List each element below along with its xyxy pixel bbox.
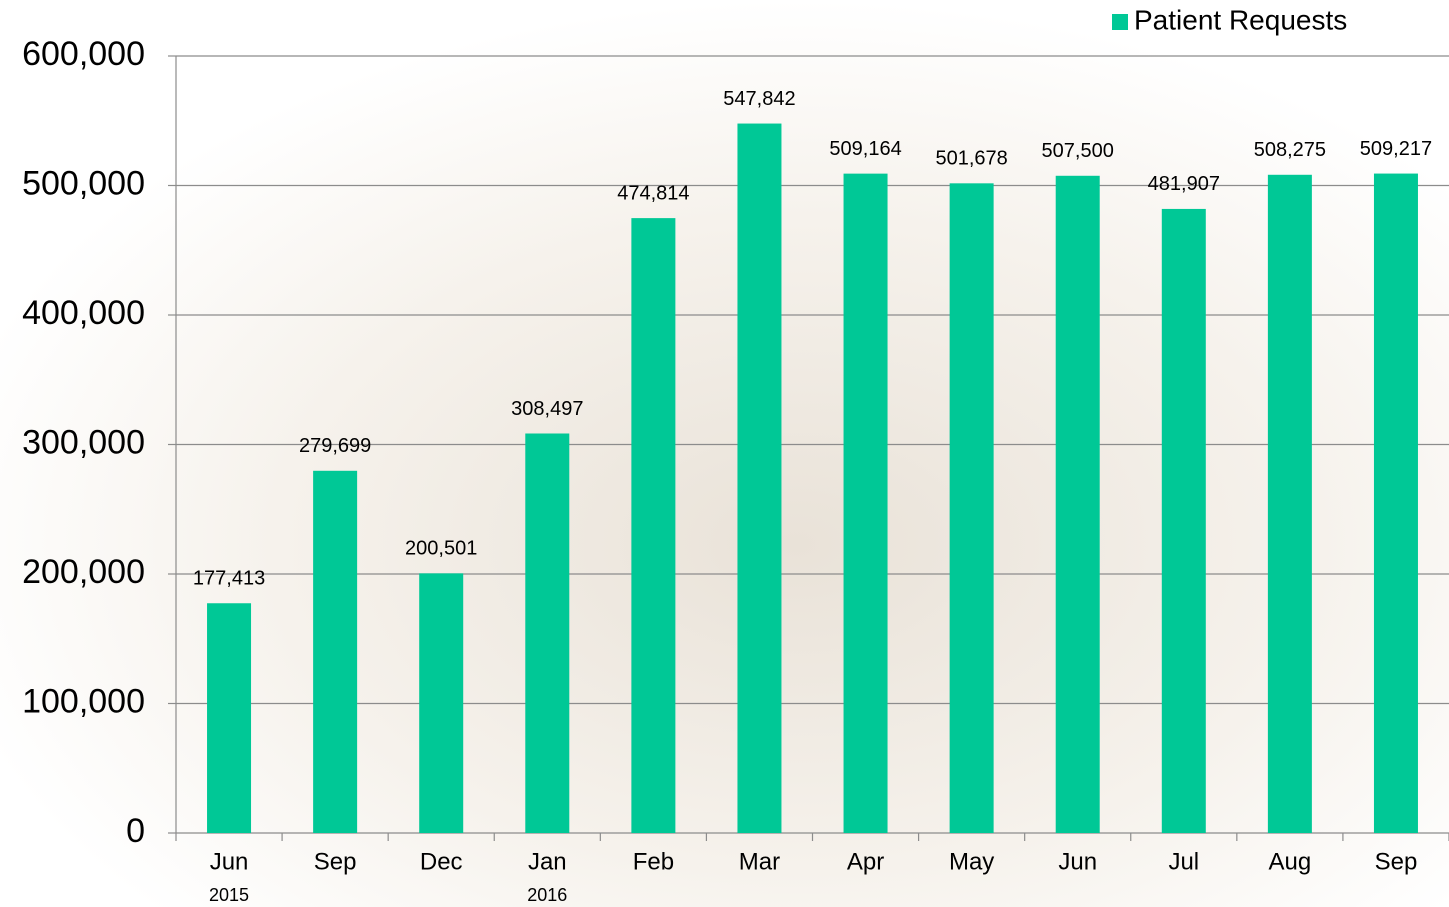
data-label: 509,164 bbox=[829, 138, 901, 160]
chart: 0 100,000 200,000 300,000 400,000 500,000 600,… bbox=[0, 0, 1449, 907]
data-label: 200,501 bbox=[405, 538, 477, 560]
data-label: 547,842 bbox=[723, 88, 795, 110]
data-label: 507,500 bbox=[1042, 140, 1114, 162]
bar bbox=[844, 174, 888, 833]
x-tick-label: Mar bbox=[739, 848, 780, 875]
y-tick-label: 600,000 bbox=[22, 35, 145, 73]
x-tick-label: Jun bbox=[1058, 848, 1097, 875]
bar bbox=[631, 218, 675, 833]
x-year-label: 2016 bbox=[527, 885, 567, 905]
data-label: 508,275 bbox=[1254, 139, 1326, 161]
legend-swatch bbox=[1112, 14, 1128, 30]
x-tick-label: Jul bbox=[1168, 848, 1199, 875]
bar bbox=[1268, 175, 1312, 833]
x-tick-label: May bbox=[949, 848, 994, 875]
data-label: 177,413 bbox=[193, 568, 265, 590]
y-tick-label: 400,000 bbox=[22, 294, 145, 332]
bar bbox=[1162, 209, 1206, 833]
y-tick-label: 300,000 bbox=[22, 423, 145, 461]
x-tick-label: Feb bbox=[633, 848, 674, 875]
bar bbox=[419, 573, 463, 833]
x-tick-label: Dec bbox=[420, 848, 463, 875]
x-tick-label: Jan bbox=[528, 848, 567, 875]
y-tick-label: 200,000 bbox=[22, 553, 145, 591]
x-tick-label: Sep bbox=[1375, 848, 1418, 875]
data-label: 501,678 bbox=[935, 148, 1007, 170]
bar bbox=[950, 183, 994, 833]
y-tick-label: 100,000 bbox=[22, 682, 145, 720]
y-tick-label: 0 bbox=[126, 812, 145, 850]
x-tick-label: Aug bbox=[1269, 848, 1312, 875]
data-label: 481,907 bbox=[1148, 173, 1220, 195]
bar bbox=[1374, 174, 1418, 833]
bar bbox=[1056, 176, 1100, 833]
legend-label: Patient Requests bbox=[1134, 4, 1347, 35]
bar bbox=[207, 603, 251, 833]
x-tick-label: Apr bbox=[847, 848, 884, 875]
x-tick-label: Jun bbox=[210, 848, 249, 875]
y-tick-label: 500,000 bbox=[22, 164, 145, 202]
bar bbox=[525, 433, 569, 833]
data-label: 308,497 bbox=[511, 398, 583, 420]
bar bbox=[737, 124, 781, 833]
page: {"chart_data": { "type": "bar", "categor… bbox=[0, 0, 1449, 907]
x-tick-label: Sep bbox=[314, 848, 357, 875]
bar bbox=[313, 471, 357, 833]
data-label: 474,814 bbox=[617, 182, 689, 204]
x-year-label: 2015 bbox=[209, 885, 249, 905]
data-label: 509,217 bbox=[1360, 138, 1432, 160]
data-label: 279,699 bbox=[299, 435, 371, 457]
